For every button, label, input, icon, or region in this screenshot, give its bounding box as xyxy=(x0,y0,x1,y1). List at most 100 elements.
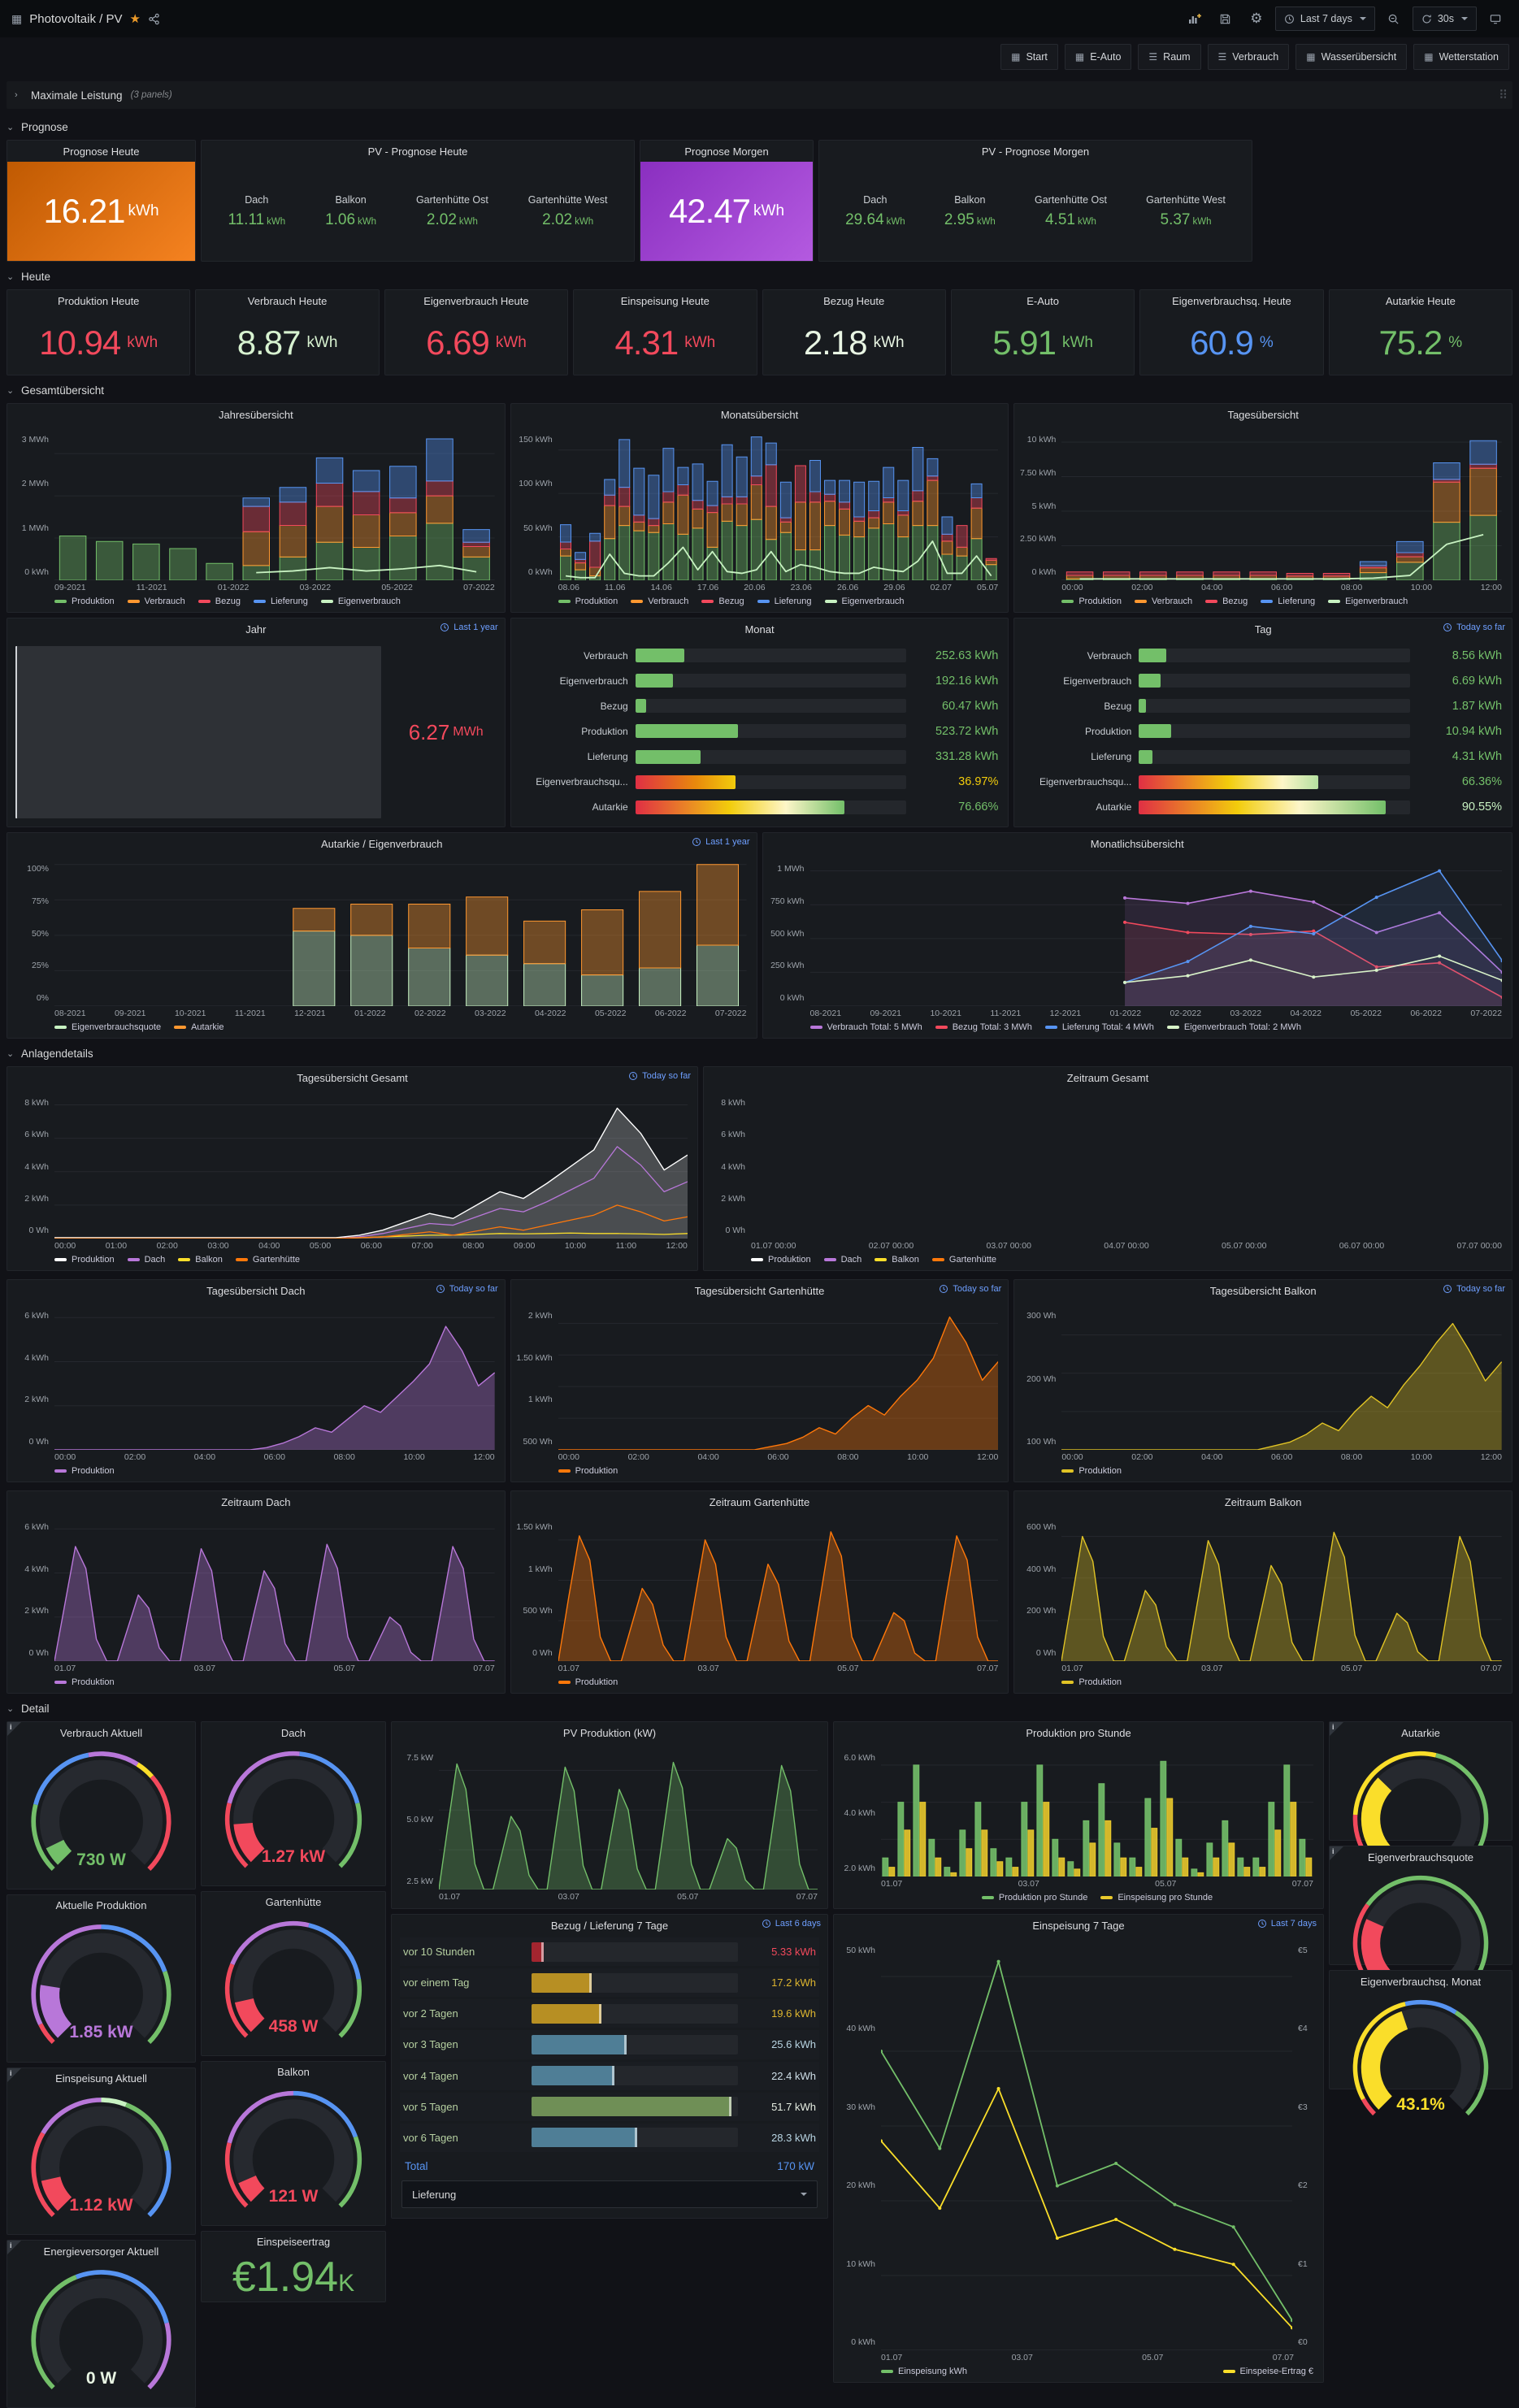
panel-title[interactable]: Produktion Heute xyxy=(57,294,140,307)
info-icon[interactable]: i xyxy=(1330,1722,1343,1736)
panel-title[interactable]: Zeitraum Gesamt xyxy=(1066,1071,1149,1084)
info-icon[interactable]: i xyxy=(7,2067,21,2082)
zoom-out-button[interactable] xyxy=(1382,7,1406,31)
panel-title[interactable]: Tagesübersicht Balkon Today so far xyxy=(1209,1284,1506,1297)
time-badge[interactable]: Last 1 year xyxy=(692,837,750,847)
produktion-pro-stunde-chart[interactable] xyxy=(881,1746,1313,1877)
legend-item[interactable]: Einspeisung kWh xyxy=(881,2367,967,2376)
legend-item[interactable]: Produktion xyxy=(1061,597,1122,606)
panel-title[interactable]: Autarkie xyxy=(1401,1726,1440,1739)
legend-item[interactable]: Produktion xyxy=(54,1255,115,1265)
panel-title[interactable]: PV - Prognose Heute xyxy=(367,145,468,158)
panel-title[interactable]: Verbrauch Aktuell xyxy=(59,1726,143,1739)
panel-title[interactable]: Balkon xyxy=(277,2066,310,2079)
time-badge[interactable]: Last 7 days xyxy=(1257,1919,1317,1929)
legend-item[interactable]: Bezug xyxy=(701,597,744,606)
legend-item[interactable]: Lieferung Total: 4 MWh xyxy=(1044,1022,1154,1032)
tag-gartenhuette-chart[interactable] xyxy=(558,1304,999,1450)
pv-produktion-chart[interactable] xyxy=(439,1746,818,1890)
dashboards-icon[interactable]: ▦ xyxy=(11,11,23,25)
panel-title[interactable]: Bezug Heute xyxy=(823,294,885,307)
panel-title[interactable]: Tag Today so far xyxy=(1254,623,1506,636)
panel-title[interactable]: Prognose Heute xyxy=(63,145,140,158)
panel-title[interactable]: Tagesübersicht Gesamt Today so far xyxy=(297,1071,691,1084)
legend-item[interactable]: Produktion pro Stunde xyxy=(981,1893,1087,1903)
save-dashboard-button[interactable] xyxy=(1213,7,1238,31)
legend-item[interactable]: Lieferung xyxy=(1261,597,1315,606)
panel-title[interactable]: Produktion pro Stunde xyxy=(1026,1726,1131,1739)
row-gesamtuebersicht[interactable]: ⌄ Gesamtübersicht xyxy=(7,384,105,397)
row-detail[interactable]: ⌄ Detail xyxy=(7,1702,50,1715)
time-badge[interactable]: Today so far xyxy=(939,1284,1001,1294)
zeit-gartenhuette-chart[interactable] xyxy=(558,1516,999,1661)
legend-item[interactable]: Gartenhütte xyxy=(931,1255,996,1265)
panel-title[interactable]: Aktuelle Produktion xyxy=(55,1899,147,1912)
legend-item[interactable]: Eigenverbrauch xyxy=(1328,597,1408,606)
panel-title[interactable]: Zeitraum Gartenhütte xyxy=(709,1495,810,1508)
drag-handle-icon[interactable]: ⠿ xyxy=(1499,89,1508,102)
legend-item[interactable]: Verbrauch xyxy=(1134,597,1192,606)
panel-title[interactable]: Jahresübersicht xyxy=(218,408,293,421)
panel-title[interactable]: Einspeiseertrag xyxy=(256,2236,331,2249)
panel-title[interactable]: Monatlichsübersicht xyxy=(1090,837,1184,850)
legend-item[interactable]: Bezug Total: 3 MWh xyxy=(935,1022,1032,1032)
legend-item[interactable]: Produktion xyxy=(54,1677,115,1687)
panel-title[interactable]: Tagesübersicht Dach Today so far xyxy=(206,1284,498,1297)
panel-title[interactable]: Autarkie Heute xyxy=(1385,294,1456,307)
legend-item[interactable]: Eigenverbrauch Total: 2 MWh xyxy=(1166,1022,1301,1032)
legend-item[interactable]: Autarkie xyxy=(174,1022,224,1032)
time-badge[interactable]: Last 6 days xyxy=(762,1919,821,1929)
dashboard-link[interactable]: ▦ Wasserübersicht xyxy=(1295,44,1408,70)
legend-item[interactable]: Produktion xyxy=(558,1466,618,1476)
legend-item[interactable]: Einspeise-Ertrag € xyxy=(1222,2367,1313,2376)
dashboard-link[interactable]: ▦ E-Auto xyxy=(1064,44,1132,70)
panel-title[interactable]: Tagesübersicht xyxy=(1227,408,1299,421)
legend-item[interactable]: Eigenverbrauch xyxy=(320,597,401,606)
panel-title[interactable]: Einspeisung Heute xyxy=(620,294,710,307)
zeit-balkon-chart[interactable] xyxy=(1061,1516,1503,1661)
tag-dach-chart[interactable] xyxy=(54,1304,495,1450)
dashboard-link[interactable]: ▦ Wetterstation xyxy=(1413,44,1509,70)
row-maximale-leistung[interactable]: › Maximale Leistung (3 panels) ⠿ xyxy=(7,81,1512,109)
legend-item[interactable]: Dach xyxy=(823,1255,861,1265)
tag-balkon-chart[interactable] xyxy=(1061,1304,1503,1450)
panel-title[interactable]: Gartenhütte xyxy=(265,1896,322,1909)
refresh-picker[interactable]: 30s xyxy=(1412,7,1477,31)
legend-item[interactable]: Verbrauch xyxy=(631,597,688,606)
monatlichsuebersicht-chart[interactable] xyxy=(810,857,1503,1006)
jahresuebersicht-chart[interactable] xyxy=(54,428,495,580)
panel-title[interactable]: Eigenverbrauch Heute xyxy=(423,294,529,307)
panel-title[interactable]: Eigenverbrauchsq. Heute xyxy=(1172,294,1291,307)
dashboard-link[interactable]: ▦ Start xyxy=(1000,44,1058,70)
row-prognose[interactable]: ⌄ Prognose xyxy=(7,120,68,133)
panel-title[interactable]: Dach xyxy=(280,1726,306,1739)
time-badge[interactable]: Today so far xyxy=(1443,623,1505,632)
panel-title[interactable]: Eigenverbrauchsquote xyxy=(1367,1850,1474,1863)
panel-title[interactable]: Zeitraum Balkon xyxy=(1224,1495,1302,1508)
settings-gear-icon[interactable]: ⚙ xyxy=(1244,7,1269,31)
time-badge[interactable]: Today so far xyxy=(436,1284,498,1294)
legend-item[interactable]: Lieferung xyxy=(757,597,812,606)
panel-title[interactable]: Prognose Morgen xyxy=(684,145,769,158)
info-icon[interactable]: i xyxy=(7,2241,21,2255)
legend-item[interactable]: Einspeisung pro Stunde xyxy=(1100,1893,1213,1903)
row-heute[interactable]: ⌄ Heute xyxy=(7,270,51,283)
legend-item[interactable]: Produktion xyxy=(1061,1466,1122,1476)
panel-title[interactable]: PV - Prognose Morgen xyxy=(981,145,1090,158)
legend-item[interactable]: Bezug xyxy=(1205,597,1248,606)
panel-title[interactable]: E-Auto xyxy=(1026,294,1059,307)
panel-title[interactable]: PV Produktion (kW) xyxy=(562,1726,657,1739)
panel-title[interactable]: Eigenverbrauchsq. Monat xyxy=(1360,1975,1482,1988)
time-range-picker[interactable]: Last 7 days xyxy=(1274,7,1375,31)
legend-item[interactable]: Produktion xyxy=(558,597,618,606)
legend-item[interactable]: Dach xyxy=(127,1255,165,1265)
panel-title[interactable]: Verbrauch Heute xyxy=(247,294,328,307)
favorite-star-icon[interactable]: ★ xyxy=(129,12,141,26)
legend-item[interactable]: Verbrauch Total: 5 MWh xyxy=(809,1022,922,1032)
time-badge[interactable]: Last 1 year xyxy=(440,623,498,632)
row-anlagendetails[interactable]: ⌄ Anlagendetails xyxy=(7,1047,93,1060)
autarkie-ev-chart[interactable] xyxy=(54,857,747,1006)
monatsuebersicht-chart[interactable] xyxy=(558,428,999,580)
legend-item[interactable]: Balkon xyxy=(178,1255,223,1265)
tagesuebersicht-chart[interactable] xyxy=(1061,428,1502,580)
